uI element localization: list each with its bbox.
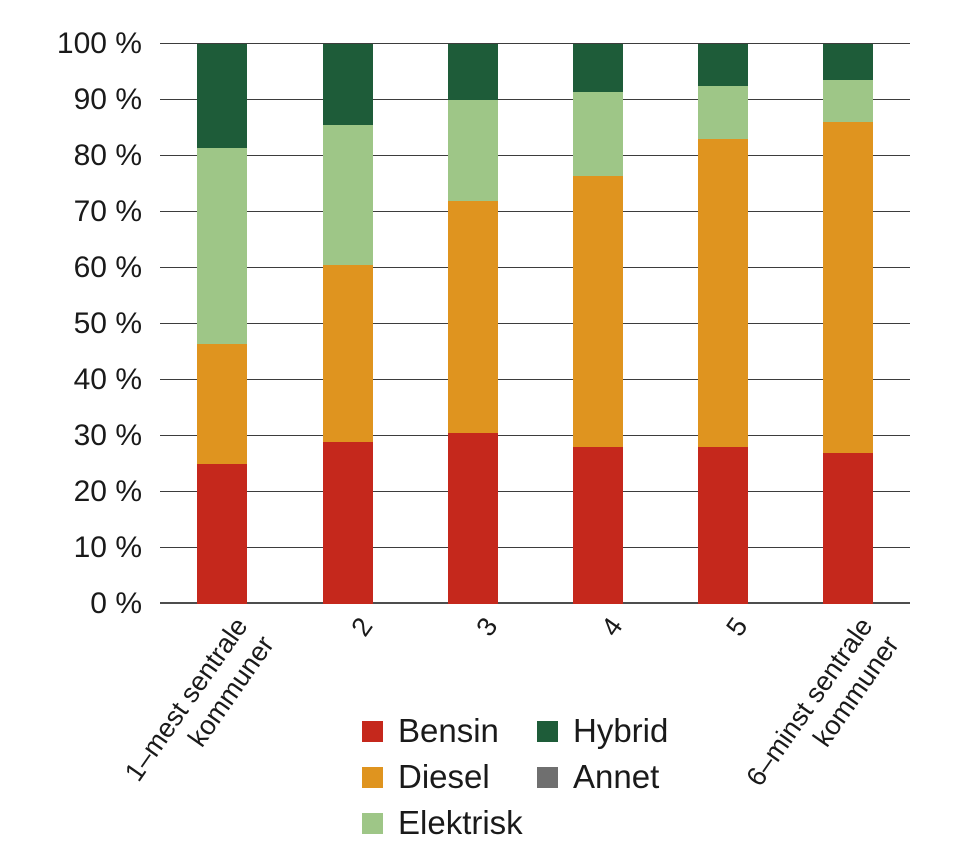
gridline (160, 602, 910, 604)
legend-label: Annet (573, 758, 660, 795)
bar-segment-bensin (572, 447, 623, 604)
y-tick-label: 30 % (73, 419, 142, 452)
y-tick-label: 10 % (73, 531, 142, 564)
legend-label: Hybrid (573, 712, 669, 749)
bar-segment-elektrisk (447, 100, 498, 201)
y-tick-label: 50 % (73, 307, 142, 340)
x-tick-label-line: 5 (719, 612, 754, 642)
gridline (160, 267, 910, 268)
legend-column: Bensin Diesel Elektrisk (362, 708, 537, 846)
legend-swatch-icon (362, 766, 383, 788)
bar-segment-hybrid (322, 44, 373, 126)
bar-segment-diesel (697, 139, 748, 448)
bar-segment-elektrisk (697, 86, 748, 140)
bar-segment-bensin (697, 447, 748, 604)
x-tick-label: 1–mest sentrale kommuner (118, 612, 280, 806)
bar-4 (572, 44, 623, 604)
legend: Bensin Diesel Elektrisk Hybrid Annet (362, 708, 668, 846)
bar-segment-hybrid (697, 44, 748, 87)
gridline (160, 491, 910, 492)
gridline (160, 435, 910, 436)
bar-segment-hybrid (197, 44, 248, 148)
gridline (160, 323, 910, 324)
y-tick-label: 20 % (73, 475, 142, 508)
y-tick-label: 70 % (73, 195, 142, 228)
bar-segment-hybrid (822, 44, 873, 81)
legend-label: Diesel (398, 758, 490, 795)
legend-item-diesel: Diesel (362, 754, 537, 800)
y-axis: 0 % 10 % 20 % 30 % 40 % 50 % 60 % 70 % 80 % 90 % 1… (0, 27, 142, 620)
gridline (160, 379, 910, 380)
bar-segment-hybrid (572, 44, 623, 92)
bar-6 (822, 44, 873, 604)
bar-segment-diesel (197, 343, 248, 464)
legend-swatch-icon (362, 812, 383, 834)
gridline (160, 99, 910, 100)
bar-2 (322, 44, 373, 604)
x-tick-label: 4 (595, 612, 630, 643)
legend-item-elektrisk: Elektrisk (362, 800, 537, 846)
bar-segment-hybrid (447, 44, 498, 101)
bar-segment-elektrisk (197, 147, 248, 344)
bars-layer (160, 44, 910, 604)
y-tick-label: 0 % (90, 587, 142, 620)
legend-swatch-icon (537, 766, 558, 788)
plot-area (160, 43, 910, 604)
legend-label: Elektrisk (398, 804, 523, 841)
x-tick-label-line: 4 (594, 612, 629, 642)
bar-segment-elektrisk (322, 125, 373, 266)
bar-segment-diesel (822, 122, 873, 453)
gridline (160, 155, 910, 156)
legend-item-hybrid: Hybrid (537, 708, 668, 754)
bar-segment-elektrisk (822, 80, 873, 123)
x-tick-label: 5 (720, 612, 755, 643)
bar-3 (447, 44, 498, 604)
gridline (160, 211, 910, 212)
legend-column: Hybrid Annet (537, 708, 668, 846)
x-tick-label-line: 3 (469, 612, 504, 642)
x-tick-label: 2 (345, 612, 380, 643)
legend-item-bensin: Bensin (362, 708, 537, 754)
bar-segment-diesel (322, 265, 373, 442)
bar-segment-diesel (447, 200, 498, 434)
y-tick-label: 80 % (73, 139, 142, 172)
x-tick-label: 3 (470, 612, 505, 643)
bar-segment-bensin (322, 441, 373, 604)
bar-segment-elektrisk (572, 91, 623, 176)
gridline (160, 547, 910, 548)
bar-segment-diesel (572, 175, 623, 448)
y-tick-label: 60 % (73, 251, 142, 284)
bar-segment-bensin (822, 452, 873, 604)
x-tick-label: 6–minst sentrale kommuner (740, 612, 906, 811)
y-tick-label: 40 % (73, 363, 142, 396)
legend-item-annet: Annet (537, 754, 668, 800)
y-tick-label: 100 % (56, 27, 142, 60)
bar-segment-bensin (197, 464, 248, 604)
legend-label: Bensin (398, 712, 499, 749)
bar-segment-bensin (447, 433, 498, 604)
bar-1 (197, 44, 248, 604)
y-tick-label: 90 % (73, 83, 142, 116)
x-tick-label-line: 2 (344, 612, 379, 642)
gridline (160, 43, 910, 44)
legend-swatch-icon (362, 720, 383, 742)
bar-5 (697, 44, 748, 604)
legend-swatch-icon (537, 720, 558, 742)
